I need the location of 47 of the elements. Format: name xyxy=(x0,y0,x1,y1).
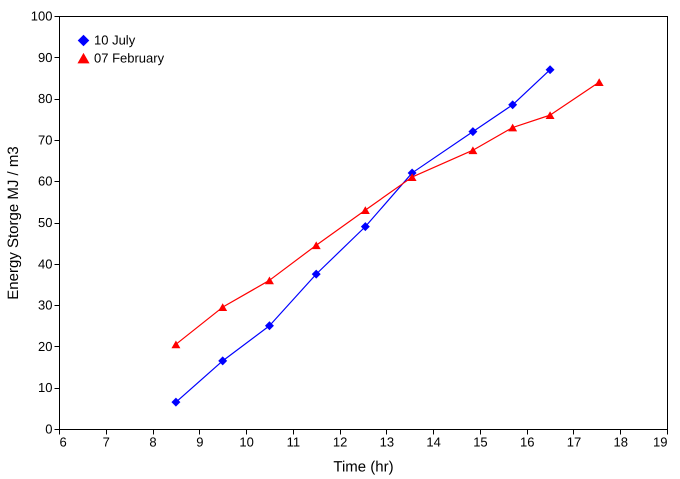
x-tick-label: 17 xyxy=(566,434,582,450)
x-tick-label: 12 xyxy=(332,434,348,450)
point xyxy=(408,173,417,181)
x-tick-label: 7 xyxy=(102,434,110,450)
x-tick-label: 11 xyxy=(286,434,300,450)
y-tick-label: 90 xyxy=(38,50,52,65)
x-axis-title: Time (hr) xyxy=(333,458,394,476)
point xyxy=(594,78,604,86)
point xyxy=(218,356,228,366)
x-tick-label: 13 xyxy=(380,434,394,450)
point xyxy=(508,124,518,132)
y-axis-title: Energy Storge MJ / m3 xyxy=(4,146,22,300)
y-tick-label: 20 xyxy=(38,338,52,354)
x-tick-label: 6 xyxy=(60,434,67,450)
point xyxy=(468,146,478,154)
y-tick-label: 0 xyxy=(45,422,52,436)
y-tick-label: 80 xyxy=(38,91,52,106)
y-tick-label: 30 xyxy=(38,298,52,313)
point xyxy=(546,65,555,74)
y-tick-label: 100 xyxy=(30,8,52,24)
x-tick-label: 9 xyxy=(196,434,204,450)
y-tick-label: 10 xyxy=(38,380,52,396)
x-tick-label: 10 xyxy=(239,434,254,450)
point xyxy=(171,340,180,348)
y-tick-label: 70 xyxy=(38,132,52,148)
point xyxy=(360,206,370,214)
x-tick-label: 19 xyxy=(653,434,668,450)
legend-label: 10 July xyxy=(94,32,136,48)
point xyxy=(508,100,518,110)
point xyxy=(546,111,555,119)
y-tick-label: 50 xyxy=(38,215,52,230)
y-tick-label: 40 xyxy=(38,256,52,272)
point xyxy=(218,303,228,312)
point xyxy=(360,222,370,232)
x-tick-label: 18 xyxy=(613,434,628,450)
point xyxy=(171,398,180,407)
point xyxy=(264,321,274,330)
point xyxy=(264,276,274,284)
legend-label: 07 February xyxy=(94,50,165,66)
x-tick-label: 16 xyxy=(520,434,534,450)
x-tick-label: 15 xyxy=(473,434,488,450)
x-tick-label: 8 xyxy=(149,434,157,450)
point xyxy=(312,270,321,279)
point xyxy=(468,127,478,136)
point xyxy=(312,241,321,250)
y-tick-label: 60 xyxy=(38,174,52,189)
x-tick-label: 14 xyxy=(426,434,441,450)
